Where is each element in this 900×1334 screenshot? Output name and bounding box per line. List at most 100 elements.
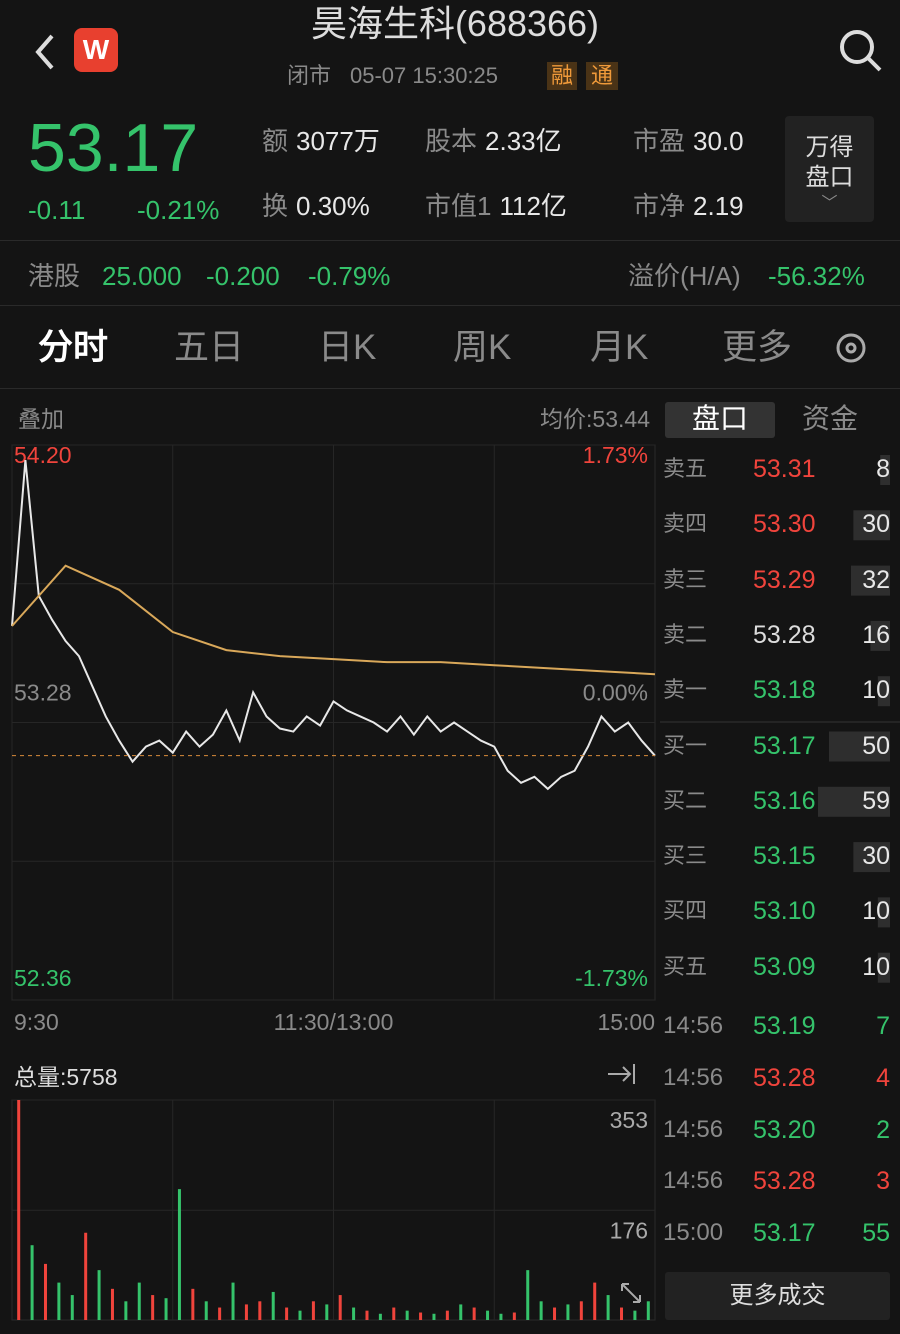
volume-bar: [818, 786, 890, 817]
volume-bar: [877, 897, 890, 928]
expand-icon[interactable]: [621, 1283, 641, 1303]
trade-time: 14:56: [663, 1115, 724, 1143]
price-change: -0.11: [28, 195, 86, 225]
chart-tab[interactable]: 更多: [722, 328, 793, 367]
stock-title: 昊海生科(688366): [310, 3, 600, 44]
trade-price: 53.28: [753, 1063, 816, 1092]
book-label: 买四: [663, 898, 708, 924]
volume-bar: [620, 1307, 624, 1320]
stat-value: 30.0: [693, 126, 744, 156]
stat-value: 2.33亿: [485, 126, 562, 156]
book-label: 买一: [663, 732, 708, 758]
stat-value: 112亿: [499, 191, 567, 221]
book-tab[interactable]: 盘口: [691, 403, 748, 434]
x-tick-label: 15:00: [597, 1009, 655, 1035]
stat-value: 3077万: [296, 126, 380, 156]
y2-tick-label: -1.73%: [575, 965, 648, 991]
chevron: ﹀: [821, 195, 838, 212]
trade-price: 53.28: [753, 1167, 816, 1196]
y-tick-label: 54.20: [14, 442, 72, 468]
search-icon[interactable]: [840, 30, 874, 64]
trade-volume: 55: [862, 1219, 890, 1248]
divider: [0, 240, 900, 241]
volume-bar: [231, 1282, 235, 1320]
y-tick-label: 53.28: [14, 680, 72, 706]
book-price: 53.31: [753, 455, 816, 483]
hk-change: -0.200: [206, 261, 280, 291]
wind-book-button[interactable]: 万得 盘口 ﹀: [785, 116, 874, 222]
trade-time: 14:56: [663, 1063, 724, 1091]
chart-tab[interactable]: 月K: [590, 328, 649, 367]
stat-value: 0.30%: [296, 191, 370, 221]
hk-price: 25.000: [102, 261, 182, 291]
back-icon[interactable]: [35, 34, 54, 70]
volume-bar: [164, 1298, 168, 1320]
trade-price: 53.17: [753, 1219, 816, 1248]
volume-bar: [151, 1295, 155, 1320]
button-line: 万得: [805, 134, 854, 161]
volume-bar: [486, 1310, 490, 1320]
volume-bar: [445, 1310, 449, 1320]
volume-bar: [177, 1189, 181, 1320]
book-label: 卖二: [663, 621, 708, 647]
more-trades-button[interactable]: 更多成交: [665, 1272, 890, 1320]
settings-icon[interactable]: [836, 333, 866, 363]
book-label: 卖三: [663, 566, 708, 592]
book-price: 53.28: [753, 620, 816, 649]
stat-label: 市净: [633, 191, 686, 221]
app-logo: [74, 28, 118, 72]
volume-bar: [285, 1307, 289, 1320]
settings-dot: [845, 342, 857, 354]
volume-bar: [17, 1100, 21, 1320]
x-tick-label: 9:30: [14, 1009, 59, 1035]
volume-bar: [850, 565, 890, 596]
last-price: 53.17: [28, 110, 199, 186]
y2-tick-label: 0.00%: [583, 680, 648, 706]
volume-bar: [244, 1304, 248, 1320]
volume-bar: [43, 1263, 47, 1320]
volume-bar: [880, 455, 890, 485]
volume-bar: [432, 1313, 436, 1320]
volume-bar: [472, 1307, 476, 1320]
volume-bar: [566, 1304, 570, 1320]
chart-tab[interactable]: 周K: [453, 328, 512, 367]
collapse-icon[interactable]: [608, 1064, 635, 1084]
book-label: 买三: [663, 843, 708, 869]
volume-bar: [579, 1301, 583, 1320]
volume-bar: [191, 1288, 195, 1320]
stat-label: 额: [262, 126, 289, 156]
book-label: 买五: [663, 953, 708, 979]
volume-bar: [392, 1307, 396, 1320]
chart-tab[interactable]: 分时: [38, 328, 109, 367]
volume-bar: [258, 1301, 262, 1320]
hk-label: 港股: [28, 261, 81, 291]
search-handle: [866, 56, 882, 72]
volume-bar: [124, 1301, 128, 1320]
volume-bar: [30, 1245, 34, 1320]
volume-bar: [110, 1288, 114, 1320]
volume-bar: [97, 1270, 101, 1320]
button-label: 更多成交: [729, 1282, 826, 1309]
volume-bar: [84, 1232, 88, 1320]
price-change-pct: -0.21%: [137, 195, 220, 225]
volume-bar: [365, 1310, 369, 1320]
book-label: 卖一: [663, 677, 708, 703]
volume-bar: [459, 1304, 463, 1320]
trade-volume: 2: [876, 1115, 890, 1144]
overlay-button[interactable]: 叠加: [18, 406, 64, 432]
chart-tab[interactable]: 日K: [318, 328, 377, 367]
chart-tab[interactable]: 五日: [174, 328, 245, 367]
hk-change-pct: -0.79%: [308, 261, 391, 291]
trade-time: 15:00: [663, 1219, 724, 1247]
market-status: 闭市: [287, 63, 332, 88]
volume-bar: [271, 1291, 275, 1320]
button-line: 盘口: [805, 164, 854, 191]
trade-volume: 7: [876, 1012, 890, 1040]
book-price: 53.30: [753, 510, 816, 539]
book-volume: 10: [862, 897, 890, 926]
volume-bar: [553, 1307, 557, 1320]
series-line: [11, 459, 656, 791]
book-price: 53.16: [753, 786, 816, 815]
book-tab[interactable]: 资金: [801, 403, 858, 434]
volume-bar: [405, 1310, 409, 1320]
